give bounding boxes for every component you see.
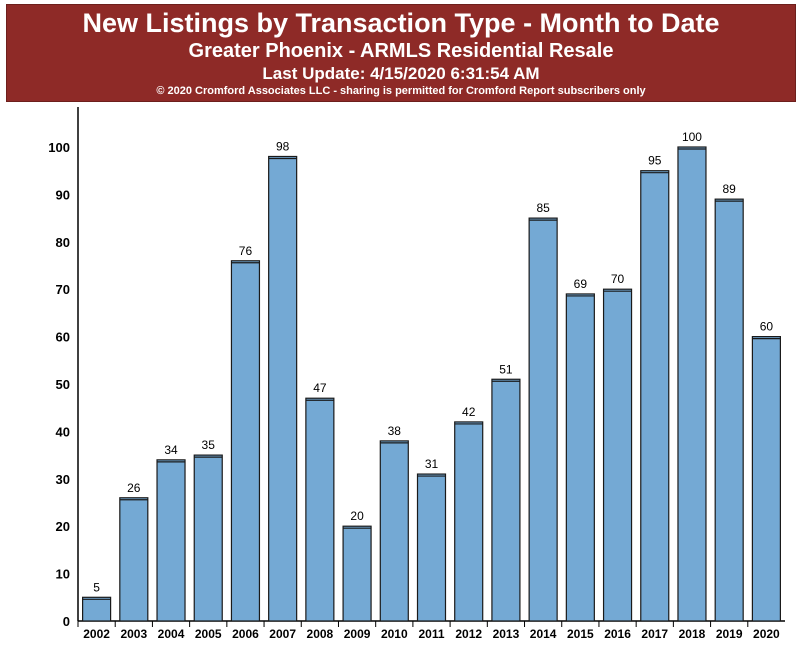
data-label-2003: 26 — [127, 481, 141, 495]
y-tick-label: 0 — [63, 614, 70, 629]
bar-2016 — [602, 288, 633, 622]
data-label-2007: 98 — [276, 139, 290, 153]
bar-2002 — [82, 596, 112, 622]
data-label-2005: 35 — [202, 438, 216, 452]
bar-2007 — [268, 155, 298, 622]
chart-title: New Listings by Transaction Type - Month… — [82, 8, 720, 38]
y-tick-label: 60 — [56, 330, 70, 345]
data-label-2019: 89 — [723, 182, 737, 196]
x-axis-tick-labels: 2002 2003 2004 2005 2006 2007 2008 2009 2010 2011… — [77, 621, 780, 641]
data-label-2016: 70 — [611, 272, 625, 286]
y-tick-label: 20 — [56, 519, 70, 534]
x-tick-label-2018: 2018 — [679, 627, 706, 641]
bar-2019 — [714, 198, 744, 622]
data-label-2013: 51 — [499, 362, 513, 376]
data-label-2012: 42 — [462, 405, 476, 419]
y-tick-label: 50 — [56, 377, 70, 392]
y-tick-label: 30 — [56, 472, 70, 487]
x-tick-label-2012: 2012 — [455, 627, 482, 641]
chart-subtitle: Greater Phoenix - ARMLS Residential Resa… — [188, 40, 614, 62]
bar-2020 — [751, 336, 781, 622]
data-label-2020: 60 — [760, 320, 774, 334]
bar-2018 — [677, 146, 707, 622]
bar-2008 — [305, 397, 335, 622]
data-label-2015: 69 — [574, 277, 588, 291]
data-label-2010: 38 — [388, 424, 402, 438]
chart-header-banner: New Listings by Transaction Type - Month… — [6, 4, 796, 102]
x-tick-label-2011: 2011 — [418, 627, 444, 641]
data-label-2002: 5 — [93, 580, 100, 594]
bar-2012 — [454, 421, 484, 622]
x-tick-label-2020: 2020 — [753, 627, 780, 641]
data-label-2011: 31 — [425, 457, 439, 471]
x-tick-label-2019: 2019 — [716, 627, 743, 641]
x-tick-label-2006: 2006 — [232, 627, 259, 641]
bar-2010 — [379, 440, 409, 622]
chart-area: 5 26 34 35 76 98 47 20 38 31 42 51 85 69 70 95 100 89 60 2… — [0, 102, 800, 646]
data-label-2017: 95 — [648, 154, 662, 168]
bar-series — [82, 146, 781, 622]
x-tick-label-2016: 2016 — [604, 627, 631, 641]
last-update-text: Last Update: 4/15/2020 6:31:54 AM — [262, 64, 540, 83]
bar-2009 — [342, 525, 372, 622]
bar-2013 — [491, 378, 521, 622]
x-tick-label-2015: 2015 — [567, 627, 594, 641]
data-labels: 5 26 34 35 76 98 47 20 38 31 42 51 85 69 70 95 100 89 60 — [93, 130, 773, 594]
x-tick-label-2008: 2008 — [307, 627, 334, 641]
y-tick-label: 80 — [56, 235, 70, 250]
data-label-2009: 20 — [350, 509, 364, 523]
bar-2005 — [193, 454, 223, 622]
x-tick-label-2009: 2009 — [344, 627, 371, 641]
x-tick-label-2013: 2013 — [493, 627, 520, 641]
y-tick-label: 90 — [56, 187, 70, 202]
bar-2004 — [156, 459, 186, 622]
bar-2017 — [640, 170, 670, 622]
x-tick-label-2002: 2002 — [83, 627, 110, 641]
data-label-2018: 100 — [682, 130, 702, 144]
y-tick-label: 10 — [56, 567, 70, 582]
bar-2015 — [565, 293, 595, 622]
bar-2014 — [528, 217, 558, 622]
y-tick-label: 40 — [56, 424, 70, 439]
bar-2011 — [416, 473, 447, 622]
data-label-2014: 85 — [536, 201, 550, 215]
y-tick-label: 70 — [56, 282, 70, 297]
bar-2006 — [230, 260, 261, 622]
x-tick-label-2005: 2005 — [195, 627, 222, 641]
x-tick-label-2017: 2017 — [641, 627, 668, 641]
data-label-2004: 34 — [164, 443, 178, 457]
copyright-text: © 2020 Cromford Associates LLC - sharing… — [156, 85, 646, 97]
x-tick-label-2010: 2010 — [381, 627, 408, 641]
y-axis-tick-labels: 0 10 20 30 40 50 60 70 80 90 100 — [48, 140, 70, 629]
x-tick-label-2004: 2004 — [158, 627, 185, 641]
x-tick-label-2014: 2014 — [530, 627, 557, 641]
data-label-2006: 76 — [239, 244, 253, 258]
y-tick-label: 100 — [48, 140, 70, 155]
x-tick-label-2007: 2007 — [269, 627, 296, 641]
data-label-2008: 47 — [313, 381, 327, 395]
x-tick-label-2003: 2003 — [120, 627, 147, 641]
bar-2003 — [119, 497, 149, 622]
